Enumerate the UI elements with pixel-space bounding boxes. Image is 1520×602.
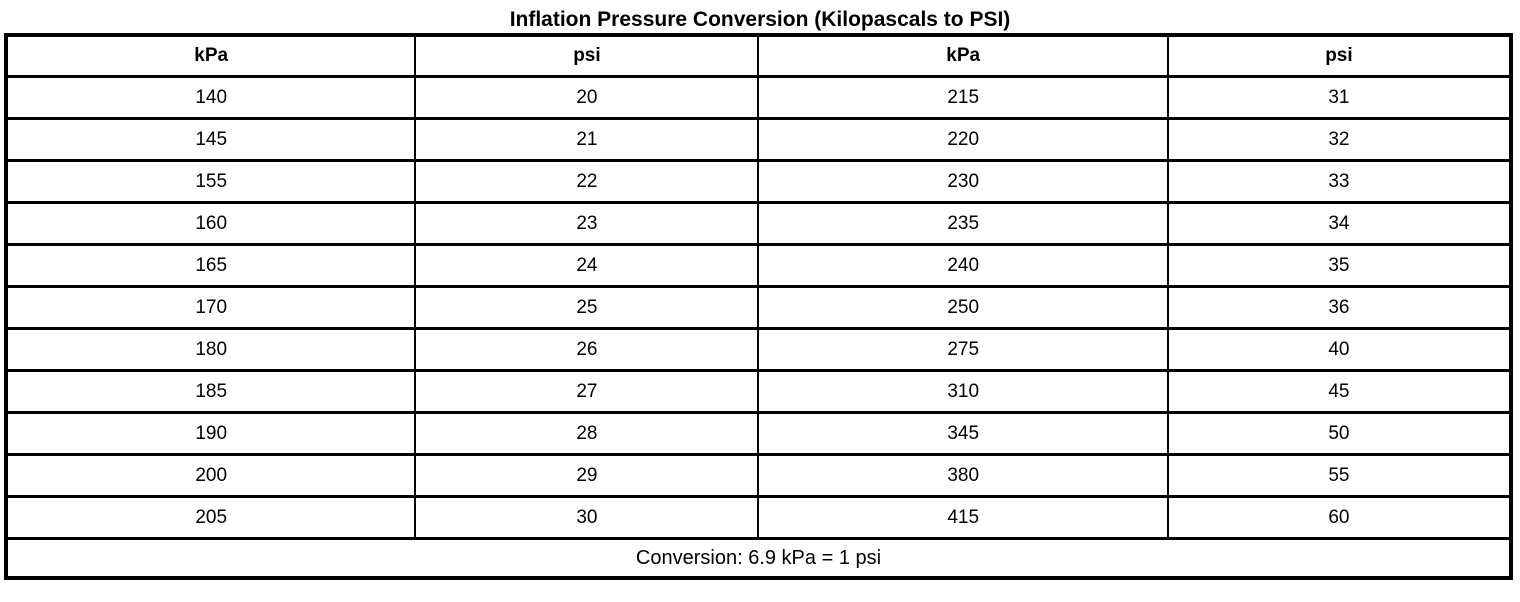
conversion-note: Conversion: 6.9 kPa = 1 psi	[5, 537, 1512, 580]
table-row: 190 28 345 50	[4, 411, 1513, 456]
table-row: 205 30 415 60	[4, 495, 1513, 540]
inflation-pressure-conversion-table: kPa psi kPa psi 140 20 215 31 145 21 220…	[4, 33, 1513, 580]
table-cell: 220	[757, 117, 1169, 162]
table-cell: 235	[757, 201, 1169, 246]
table-cell: 170	[4, 285, 417, 330]
table-row: 185 27 310 45	[4, 369, 1513, 414]
table-cell: 155	[4, 159, 417, 204]
table-cell: 40	[1166, 327, 1513, 372]
table-cell: 55	[1166, 453, 1513, 498]
table-row: 140 20 215 31	[4, 75, 1513, 120]
column-header-psi-right: psi	[1166, 33, 1513, 78]
table-row: 155 22 230 33	[4, 159, 1513, 204]
header-row: kPa psi kPa psi	[4, 33, 1513, 78]
table-cell: 23	[414, 201, 760, 246]
table-cell: 24	[414, 243, 760, 288]
table-cell: 240	[757, 243, 1169, 288]
table-row: 165 24 240 35	[4, 243, 1513, 288]
table-cell: 22	[414, 159, 760, 204]
table-cell: 50	[1166, 411, 1513, 456]
table-cell: 205	[4, 495, 417, 540]
table-cell: 35	[1166, 243, 1513, 288]
table-cell: 27	[414, 369, 760, 414]
table-cell: 29	[414, 453, 760, 498]
document-page: Inflation Pressure Conversion (Kilopasca…	[4, 8, 1513, 580]
table-cell: 190	[4, 411, 417, 456]
table-cell: 185	[4, 369, 417, 414]
column-header-psi-left: psi	[414, 33, 760, 78]
table-cell: 250	[757, 285, 1169, 330]
table-cell: 34	[1166, 201, 1513, 246]
table-cell: 36	[1166, 285, 1513, 330]
table-row: 200 29 380 55	[4, 453, 1513, 498]
table-row: 160 23 235 34	[4, 201, 1513, 246]
table-cell: 230	[757, 159, 1169, 204]
table-cell: 275	[757, 327, 1169, 372]
table-cell: 310	[757, 369, 1169, 414]
table-cell: 345	[757, 411, 1169, 456]
table-cell: 140	[4, 75, 417, 120]
table-cell: 31	[1166, 75, 1513, 120]
table-cell: 20	[414, 75, 760, 120]
table-cell: 145	[4, 117, 417, 162]
table-row: 170 25 250 36	[4, 285, 1513, 330]
table-cell: 60	[1166, 495, 1513, 540]
table-cell: 21	[414, 117, 760, 162]
table-cell: 165	[4, 243, 417, 288]
table-cell: 380	[757, 453, 1169, 498]
column-header-kpa-left: kPa	[4, 33, 417, 78]
table-cell: 45	[1166, 369, 1513, 414]
table-cell: 33	[1166, 159, 1513, 204]
table-cell: 26	[414, 327, 760, 372]
footer-row: Conversion: 6.9 kPa = 1 psi	[5, 537, 1512, 580]
table-cell: 415	[757, 495, 1169, 540]
table-cell: 215	[757, 75, 1169, 120]
table-cell: 32	[1166, 117, 1513, 162]
table-cell: 30	[414, 495, 760, 540]
page-title: Inflation Pressure Conversion (Kilopasca…	[509, 8, 1011, 31]
column-header-kpa-right: kPa	[757, 33, 1169, 78]
table-cell: 160	[4, 201, 417, 246]
table-cell: 200	[4, 453, 417, 498]
table-row: 145 21 220 32	[4, 117, 1513, 162]
table-cell: 25	[414, 285, 760, 330]
table-cell: 28	[414, 411, 760, 456]
table-cell: 180	[4, 327, 417, 372]
table-row: 180 26 275 40	[4, 327, 1513, 372]
